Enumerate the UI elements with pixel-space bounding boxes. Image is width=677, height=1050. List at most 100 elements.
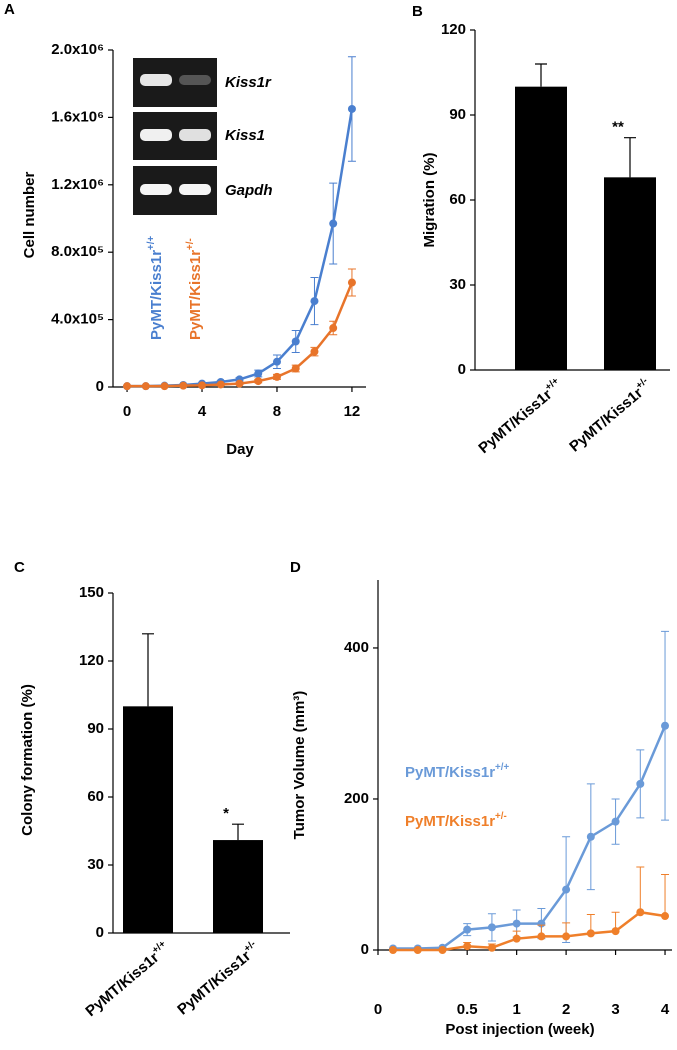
data-point [310,347,319,356]
bar [515,86,567,371]
legend-label: PyMT/Kiss1r+/- [405,811,507,830]
error-bar [232,823,244,841]
x-tick-label: 4 [661,1001,670,1018]
data-point [636,779,645,788]
category-label: PyMT/Kiss1r+/+ [81,938,173,1020]
y-tick-label: 200 [344,790,369,807]
data-point [586,832,595,841]
bar [213,840,263,933]
x-tick-label: 3 [611,1001,619,1018]
y-tick-label: 400 [344,639,369,656]
data-point [661,912,670,921]
y-tick-label: 60 [87,788,104,805]
y-tick-label: 1.2x10⁶ [51,176,104,193]
data-point [254,377,263,386]
data-point [329,219,338,228]
data-point [562,885,571,894]
data-point [310,297,319,306]
x-tick-label: 12 [344,403,361,420]
y-tick-label: 120 [79,652,104,669]
gel-label: Gapdh [225,182,273,199]
y-tick-label: 4.0x10⁵ [51,311,104,328]
y-tick-label: 30 [449,276,466,293]
y-tick-label: 60 [449,191,466,208]
data-point [329,324,338,333]
category-label: PyMT/Kiss1r+/- [565,376,655,456]
y-tick-label: 1.6x10⁶ [51,108,104,125]
data-point [347,278,356,287]
bar [604,177,656,370]
data-point [487,923,496,932]
error-bar [535,63,547,87]
y-tick-label: 0 [96,924,104,941]
legend-label: PyMT/Kiss1r+/+ [146,236,165,340]
error-bar [142,633,154,707]
x-tick-label: 8 [273,403,281,420]
data-point [512,919,521,928]
data-point [160,382,169,391]
data-point [291,337,300,346]
y-tick-label: 8.0x10⁵ [51,243,104,260]
data-point [198,381,207,390]
y-tick-label: 150 [79,584,104,601]
significance-label: * [223,805,229,822]
y-tick-label: 0 [96,378,104,395]
y-tick-label: 90 [449,106,466,123]
panel-letter: B [412,3,423,20]
data-point [463,942,472,951]
gel-band [179,75,211,85]
gel-band [140,74,172,86]
y-tick-label: 0 [361,941,369,958]
data-point [586,929,595,938]
data-point [438,946,447,954]
data-point [179,381,188,390]
legend-label: PyMT/Kiss1r+/- [185,238,204,340]
y-axis-label: Tumor Volume (mm³) [291,691,308,840]
data-point [661,721,670,730]
panel-letter: C [14,559,25,576]
data-point [254,369,263,378]
error-bar [636,866,645,913]
data-point [636,908,645,917]
significance-label: ** [612,119,624,136]
y-axis-label: Colony formation (%) [19,684,36,836]
gel-band [179,129,211,141]
category-label: PyMT/Kiss1r+/+ [474,375,566,457]
data-point [413,946,422,954]
gel-label: Kiss1 [225,127,265,144]
data-point [347,104,356,113]
data-point [272,357,281,366]
x-tick-label: 2 [562,1001,570,1018]
x-tick-label: 1 [512,1001,520,1018]
panel-letter: A [4,1,15,18]
bar [123,706,173,933]
error-bar [661,873,670,917]
gel-band [179,184,211,195]
x-tick-label: 0 [123,403,131,420]
gel-band [140,129,172,141]
gel-label: Kiss1r [225,74,272,91]
data-point [463,925,472,934]
x-axis-label: Day [226,441,254,458]
data-point [141,382,150,391]
data-point [123,382,132,391]
data-point [216,380,225,389]
category-label: PyMT/Kiss1r+/- [173,939,263,1019]
data-point [235,379,244,388]
x-tick-label: 0.5 [457,1001,478,1018]
panel-letter: D [290,559,301,576]
data-point [291,364,300,373]
data-point [389,946,397,954]
series-line [393,725,667,950]
data-point [487,943,496,952]
y-axis-label: Cell number [21,171,38,258]
data-point [537,932,546,941]
legend-label: PyMT/Kiss1r+/+ [405,762,509,781]
y-tick-label: 2.0x10⁶ [51,41,104,58]
error-bar [624,137,636,178]
data-point [562,932,571,941]
y-tick-label: 0 [458,361,466,378]
data-point [611,817,620,826]
gel-band [140,184,172,195]
